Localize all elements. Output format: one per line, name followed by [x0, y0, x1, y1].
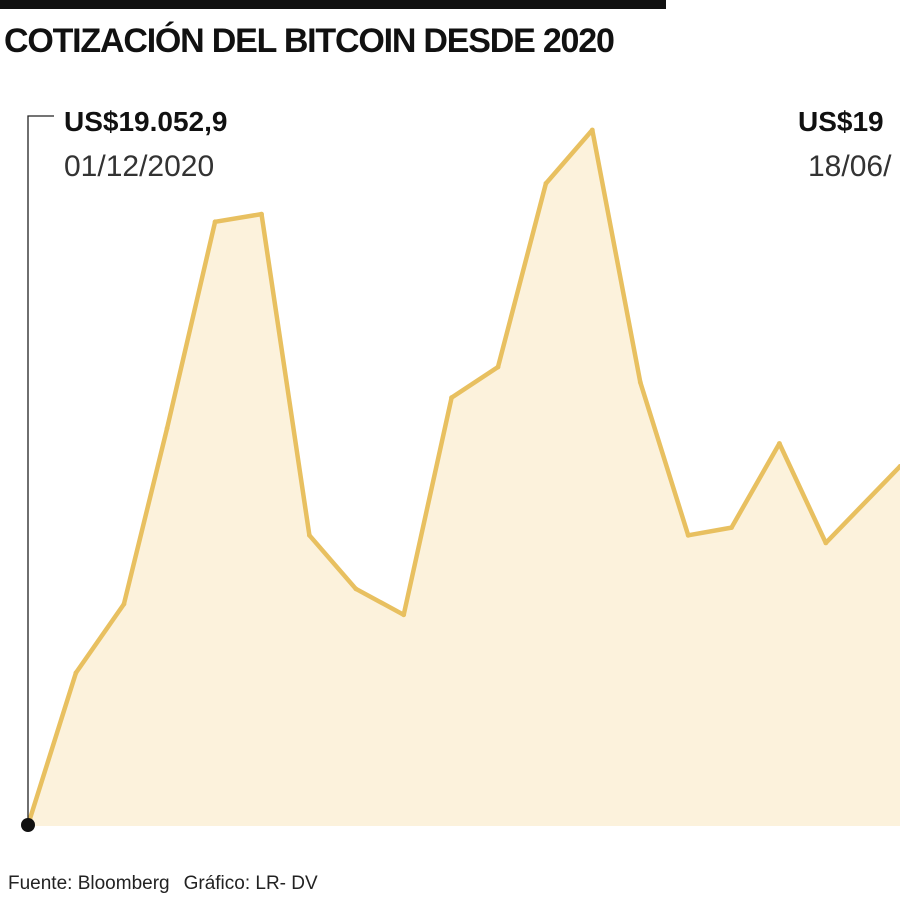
data-point-14: [685, 532, 691, 538]
price-area-fill: [28, 130, 900, 826]
chart-title: COTIZACIÓN DEL BITCOIN DESDE 2020: [4, 22, 615, 60]
start-marker: [21, 818, 35, 832]
data-point-3: [164, 425, 170, 431]
end-date-label: 18/06/: [808, 150, 892, 183]
data-point-1: [73, 670, 79, 676]
data-point-16: [777, 441, 782, 446]
data-point-12: [589, 127, 595, 133]
data-point-18: [897, 464, 900, 469]
data-point-10: [495, 364, 501, 370]
data-point-17: [823, 540, 829, 546]
data-point-6: [307, 532, 312, 538]
data-point-15: [729, 525, 734, 530]
data-point-5: [259, 211, 264, 217]
top-rule: [0, 0, 666, 9]
data-point-13: [637, 379, 643, 385]
start-date-label: 01/12/2020: [64, 150, 214, 183]
data-point-2: [121, 601, 127, 607]
credit-note: Gráfico: LR- DV: [183, 873, 318, 894]
data-point-9: [449, 395, 454, 400]
data-point-7: [353, 586, 359, 592]
start-value-label: US$19.052,9: [64, 106, 227, 137]
data-point-4: [212, 219, 218, 225]
start-leader-line: [27, 115, 54, 825]
data-point-11: [543, 181, 549, 186]
source-note: Fuente: Bloomberg: [8, 873, 170, 894]
data-point-8: [401, 612, 407, 618]
footer: Fuente: Bloomberg Gráfico: LR- DV: [8, 873, 332, 895]
end-value-label: US$19: [798, 106, 884, 137]
